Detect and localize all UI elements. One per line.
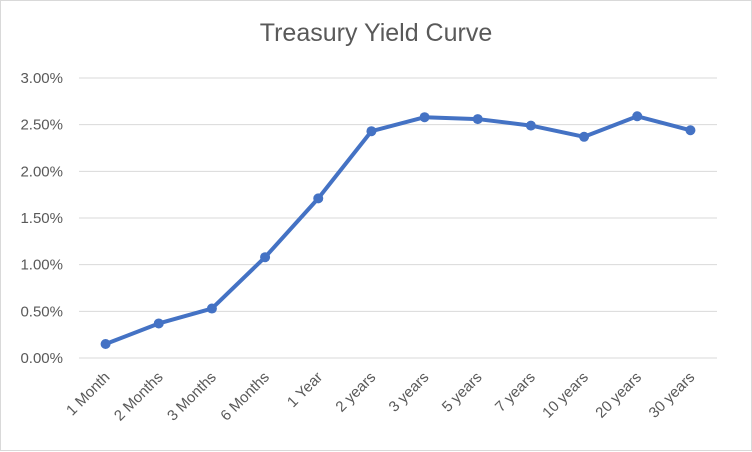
data-point [632,111,643,122]
data-point [260,252,271,263]
data-point [419,112,430,123]
x-tick-label: 3 years [386,369,433,416]
data-point [153,318,164,329]
x-tick-label: 1 Year [284,369,326,411]
x-tick-label: 2 Months [111,369,167,425]
y-tick-label: 2.00% [20,163,63,180]
data-point [685,125,696,136]
x-tick-label: 5 years [439,369,486,416]
data-point [313,193,324,204]
x-tick-label: 7 years [492,369,539,416]
y-tick-label: 0.00% [20,350,63,367]
data-point [366,126,377,137]
chart-title: Treasury Yield Curve [259,19,493,47]
series-layer [100,111,696,349]
x-tick-label: 20 years [592,369,645,422]
x-tick-label: 30 years [646,369,699,422]
series-line [103,114,693,346]
x-tick-label: 10 years [539,369,592,422]
y-tick-label: 2.50% [20,117,63,134]
data-point [525,120,536,131]
x-tick-label: 2 years [332,369,379,416]
data-point [206,303,217,314]
y-axis-tick-labels: 0.00% 0.50% 1.00% 1.50% 2.00% 2.50% 3.00% [20,70,63,367]
gridlines [79,77,717,359]
data-point [472,114,483,125]
data-point [579,131,590,142]
y-tick-label: 1.00% [20,257,63,274]
y-tick-label: 0.50% [20,303,63,320]
x-tick-label: 3 Months [164,369,220,425]
data-point [100,339,111,349]
x-tick-label: 1 Month [63,369,113,419]
y-tick-label: 1.50% [20,210,63,227]
x-tick-label: 6 Months [217,369,273,425]
y-tick-label: 3.00% [20,70,63,87]
